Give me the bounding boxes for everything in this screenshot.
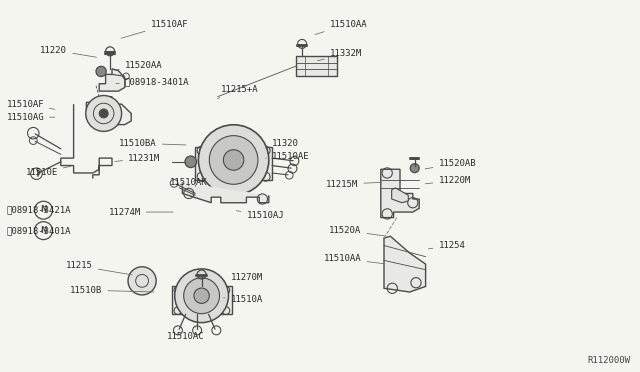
Ellipse shape (410, 164, 419, 173)
Ellipse shape (184, 278, 220, 314)
Text: N: N (40, 205, 47, 214)
Text: 11510A: 11510A (223, 295, 262, 304)
Ellipse shape (223, 150, 244, 170)
Text: N: N (40, 226, 47, 235)
Ellipse shape (198, 125, 269, 195)
Text: 11231M: 11231M (115, 154, 160, 163)
Text: 11510AJ: 11510AJ (236, 211, 284, 220)
Text: ⓝ08918-3401A: ⓝ08918-3401A (6, 226, 71, 235)
Text: 11220: 11220 (40, 46, 97, 57)
Text: 11320: 11320 (266, 139, 299, 149)
Ellipse shape (209, 136, 258, 184)
Ellipse shape (194, 288, 209, 304)
Polygon shape (182, 182, 269, 203)
Ellipse shape (175, 269, 228, 323)
Text: ⓝ08918-3401A: ⓝ08918-3401A (116, 77, 189, 86)
Text: 11215: 11215 (66, 262, 132, 275)
Ellipse shape (86, 96, 122, 131)
Polygon shape (381, 169, 419, 218)
Text: 11215+A: 11215+A (218, 85, 259, 99)
Polygon shape (392, 188, 408, 203)
Ellipse shape (99, 109, 108, 118)
Text: 11510AE: 11510AE (266, 152, 310, 161)
Polygon shape (86, 97, 131, 125)
Text: 11510AF: 11510AF (6, 100, 55, 109)
Text: 11510E: 11510E (26, 166, 71, 177)
Text: ⓝ08918-3421A: ⓝ08918-3421A (6, 206, 71, 215)
Text: 11510AA: 11510AA (315, 20, 367, 35)
Text: 11520A: 11520A (330, 226, 385, 236)
Text: R112000W: R112000W (588, 356, 630, 365)
Text: 11220M: 11220M (425, 176, 470, 185)
Ellipse shape (96, 66, 106, 77)
Polygon shape (384, 236, 426, 292)
Text: 11332M: 11332M (317, 49, 362, 61)
Text: 11520AB: 11520AB (425, 159, 476, 169)
Text: 11510AA: 11510AA (324, 254, 385, 264)
Text: 11520AA: 11520AA (115, 61, 163, 70)
Text: 11510AF: 11510AF (121, 20, 188, 38)
Text: 11510AK: 11510AK (170, 178, 207, 187)
Bar (296, 56, 337, 76)
Text: 11215M: 11215M (326, 180, 381, 189)
Text: 11254: 11254 (428, 241, 465, 250)
Polygon shape (99, 69, 125, 91)
Ellipse shape (185, 156, 196, 167)
Ellipse shape (128, 267, 156, 295)
Bar (172, 286, 232, 314)
Text: 11274M: 11274M (109, 208, 173, 217)
Text: 11510AG: 11510AG (6, 113, 55, 122)
Text: 11270M: 11270M (223, 273, 262, 282)
Text: 11510B: 11510B (70, 286, 154, 295)
Text: 11510AC: 11510AC (167, 327, 204, 341)
Bar (195, 147, 272, 180)
Text: 11510BA: 11510BA (119, 139, 186, 148)
